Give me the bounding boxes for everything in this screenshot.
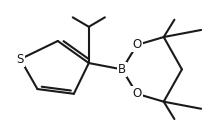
Text: B: B xyxy=(118,63,126,76)
Text: S: S xyxy=(17,53,24,66)
Text: O: O xyxy=(132,38,142,51)
Text: O: O xyxy=(132,87,142,100)
